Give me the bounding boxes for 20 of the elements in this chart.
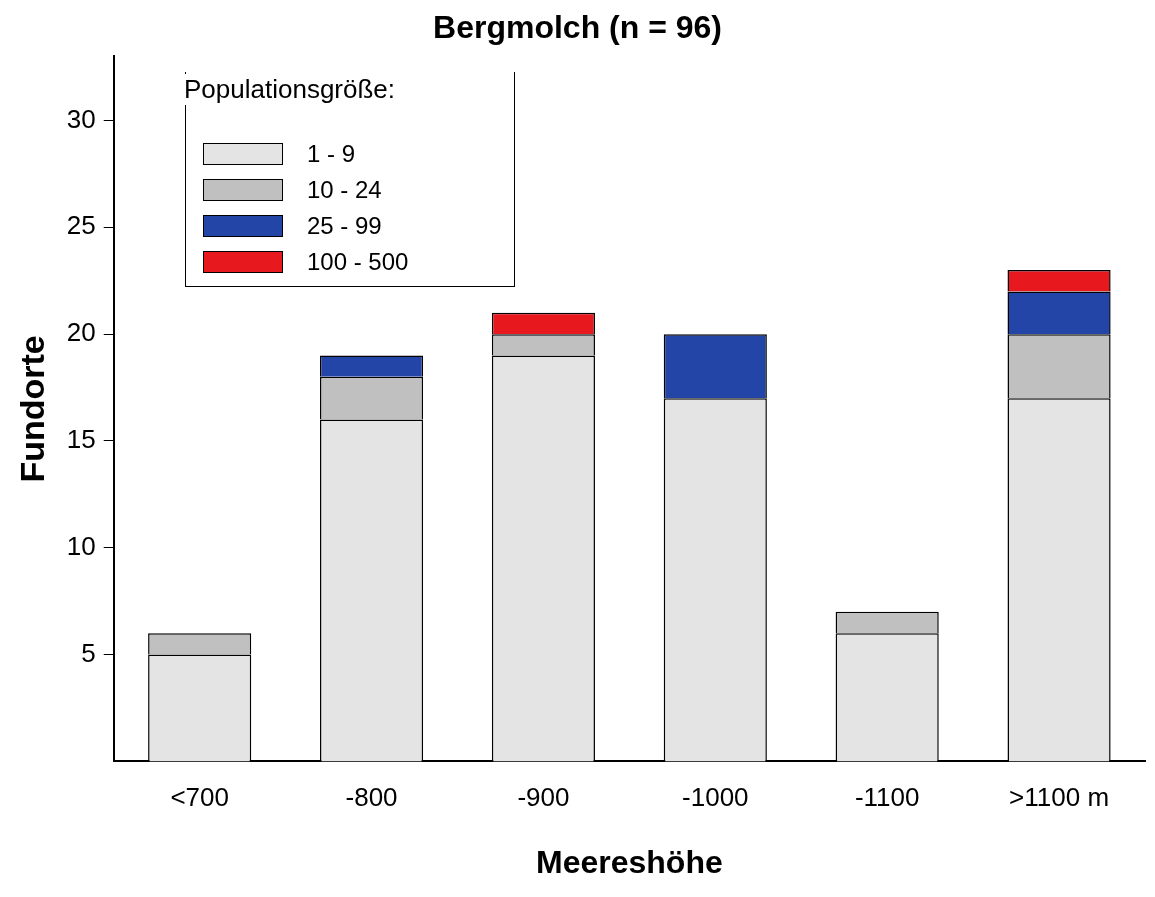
y-tick-label: 15 [66,424,96,455]
legend-label: 10 - 24 [307,176,382,204]
legend-label: 1 - 9 [307,140,356,168]
x-axis-title: Meereshöhe [535,843,723,880]
x-tick-label: -900 [517,782,570,813]
y-tick-label: 30 [66,103,96,134]
x-tick-label: -800 [345,782,398,813]
y-tick-label: 20 [66,317,96,348]
x-tick-label: <700 [170,782,229,813]
y-tick-label: 5 [81,637,96,668]
y-tick-label: 10 [66,530,96,561]
x-tick-label: >1100 m [1009,782,1110,813]
legend-label: 25 - 99 [307,212,382,240]
x-tick-label: -1000 [682,782,749,813]
legend-label: 100 - 500 [307,248,409,276]
legend-title: Populationsgröße: [180,74,400,105]
y-tick-label: 25 [66,210,96,241]
x-tick-label: -1100 [854,782,920,813]
chart-title: Bergmolch (n = 96) [433,9,722,46]
y-axis-title: Fundorte [12,335,51,483]
